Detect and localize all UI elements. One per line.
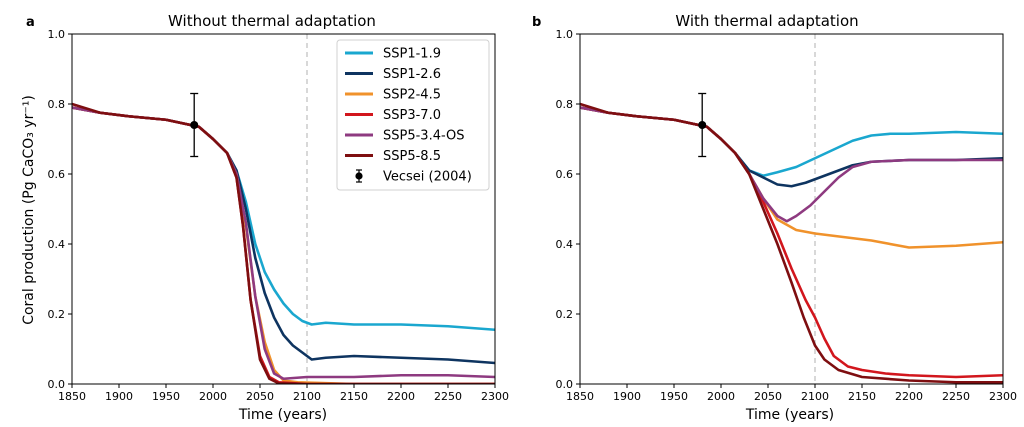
- observation-point: [698, 121, 707, 129]
- legend-label: SSP5-8.5: [383, 149, 441, 164]
- axes-frame: [579, 33, 1004, 385]
- x-tick-label: 1850: [566, 390, 594, 403]
- y-tick-label: 0.2: [556, 308, 574, 321]
- series-line: [580, 106, 1003, 188]
- series-line: [580, 102, 1003, 384]
- y-tick-label: 1.0: [556, 28, 574, 41]
- x-tick-label: 2200: [895, 390, 923, 403]
- legend-label: SSP2-4.5: [383, 88, 441, 103]
- y-tick-label: 0.6: [48, 168, 66, 181]
- legend-label: SSP5-3.4-OS: [383, 129, 465, 144]
- x-tick-label: 1950: [152, 390, 180, 403]
- y-tick-label: 1.0: [48, 28, 66, 41]
- panel-a: a Without thermal adaptation Time (years…: [21, 12, 509, 423]
- axes-frame: [71, 33, 496, 385]
- x-tick-label: 2200: [387, 390, 415, 403]
- x-tick-label: 2250: [434, 390, 462, 403]
- y-tick-label: 0.0: [556, 378, 574, 391]
- x-tick-label: 2100: [293, 390, 321, 403]
- y-tick-label: 0.4: [556, 238, 574, 251]
- observation-point: [190, 121, 199, 129]
- series-line: [580, 106, 1003, 223]
- x-axis-label: Time (years): [238, 407, 327, 423]
- x-tick-label: 1900: [613, 390, 641, 403]
- legend-label: SSP1-2.6: [383, 67, 441, 82]
- series-line: [580, 106, 1003, 249]
- x-tick-label: 2000: [199, 390, 227, 403]
- y-tick-label: 0.6: [556, 168, 574, 181]
- y-tick-label: 0.4: [48, 238, 66, 251]
- series-line: [580, 106, 1003, 379]
- chart-title: With thermal adaptation: [675, 12, 858, 30]
- x-tick-label: 2000: [707, 390, 735, 403]
- legend-marker: [355, 172, 363, 180]
- x-tick-label: 1950: [660, 390, 688, 403]
- y-tick-label: 0.0: [48, 378, 66, 391]
- y-tick-label: 0.2: [48, 308, 66, 321]
- x-tick-label: 2100: [801, 390, 829, 403]
- x-tick-label: 2150: [340, 390, 368, 403]
- x-tick-label: 1900: [105, 390, 133, 403]
- legend-label: SSP1-1.9: [383, 47, 441, 62]
- x-tick-label: 2050: [754, 390, 782, 403]
- series-line: [72, 102, 495, 384]
- panel-letter: b: [532, 15, 541, 30]
- legend-box: [336, 39, 490, 191]
- panel-letter: a: [26, 15, 35, 30]
- series-group: [72, 102, 495, 384]
- x-axis-label: Time (years): [745, 407, 834, 423]
- legend: SSP1-1.9 SSP1-2.6 SSP2-4.5 SSP3-7.0 SSP5-3.4…: [336, 39, 490, 191]
- series-group: [580, 102, 1003, 384]
- y-tick-label: 0.8: [556, 98, 574, 111]
- x-tick-label: 2050: [246, 390, 274, 403]
- y-axis-label: Coral production (Pg CaCO₃ yr⁻¹): [21, 95, 37, 325]
- x-tick-label: 1850: [58, 390, 86, 403]
- panel-b: b With thermal adaptation Time (years) 1…: [532, 12, 1017, 423]
- x-tick-label: 2300: [989, 390, 1017, 403]
- chart-title: Without thermal adaptation: [168, 12, 376, 30]
- y-tick-label: 0.8: [48, 98, 66, 111]
- x-tick-label: 2150: [848, 390, 876, 403]
- x-tick-label: 2250: [942, 390, 970, 403]
- legend-label: Vecsei (2004): [383, 170, 472, 185]
- legend-label: SSP3-7.0: [383, 108, 441, 123]
- x-tick-label: 2300: [481, 390, 509, 403]
- plot-area: 1850 1900 1950 2000 2050 2100 2150 2200 2250 2300…: [556, 28, 1018, 403]
- plot-area: 1850 1900 1950 2000 2050 2100 2150 2200 2250 2300…: [48, 28, 510, 403]
